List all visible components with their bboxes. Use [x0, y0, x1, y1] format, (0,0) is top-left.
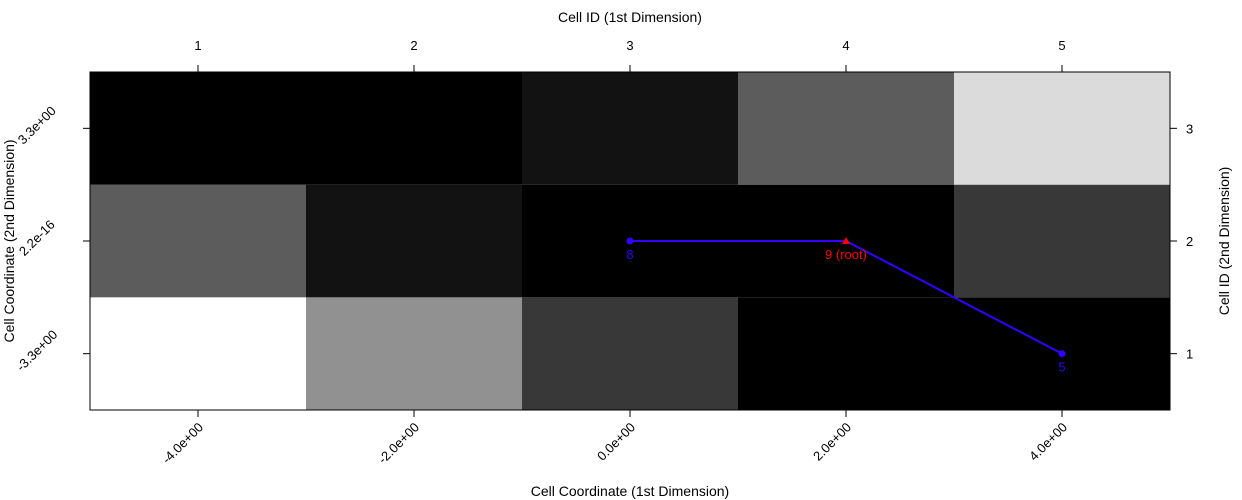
bottom-tick-label: -4.0e+00: [159, 420, 206, 467]
right-tick-label: 1: [1186, 347, 1193, 362]
tree-node: [1058, 350, 1066, 358]
top-tick-label: 1: [194, 38, 201, 53]
bottom-tick-label: 4.0e+00: [1026, 420, 1070, 464]
left-tick-label: 3.3e+00: [15, 103, 59, 147]
top-tick-label: 2: [410, 38, 417, 53]
left-tick-label: -3.3e+00: [13, 327, 60, 374]
right-tick-label: 3: [1186, 121, 1193, 136]
right-axis-title: Cell ID (2nd Dimension): [1216, 167, 1232, 316]
heatmap-cell-r3-c1: [90, 72, 306, 185]
left-axis-title: Cell Coordinate (2nd Dimension): [1, 139, 17, 342]
tree-root-label: 9 (root): [825, 247, 867, 262]
heatmap-cell-r1-c4: [738, 297, 954, 410]
heatmap-cell-r1-c1: [90, 297, 306, 410]
top-tick-label: 5: [1058, 38, 1065, 53]
tree-node-label: 8: [626, 247, 633, 262]
heatmap-cell-r1-c2: [306, 297, 522, 410]
heatmap-cell-r3-c2: [306, 72, 522, 185]
right-tick-label: 2: [1186, 234, 1193, 249]
heatmap-cell-r2-c5: [954, 184, 1170, 298]
heatmap-cell-r3-c3: [522, 72, 738, 185]
top-axis-title: Cell ID (1st Dimension): [558, 9, 702, 25]
top-tick-label: 3: [626, 38, 633, 53]
heatmap-cell-r3-c5: [954, 72, 1170, 185]
heatmap-cell-r1-c3: [522, 297, 738, 410]
tree-edge: [845, 240, 1063, 355]
bottom-tick-label: 2.0e+00: [810, 420, 854, 464]
bottom-tick-label: 0.0e+00: [594, 420, 638, 464]
tree-node: [626, 237, 634, 245]
heatmap-cell-r3-c4: [738, 72, 954, 185]
tree-overlay: 8 9 (root) 5: [626, 237, 1066, 375]
bottom-tick-label: -2.0e+00: [375, 420, 422, 467]
left-tick-label: 2.2e-16: [16, 217, 58, 259]
tree-root-node: [842, 237, 850, 244]
heatmap-cell-r2-c1: [90, 184, 306, 298]
heatmap-cell-r2-c2: [306, 184, 522, 298]
bottom-axis-title: Cell Coordinate (1st Dimension): [531, 483, 729, 499]
tree-node-label: 5: [1058, 360, 1065, 375]
top-tick-label: 4: [842, 38, 849, 53]
